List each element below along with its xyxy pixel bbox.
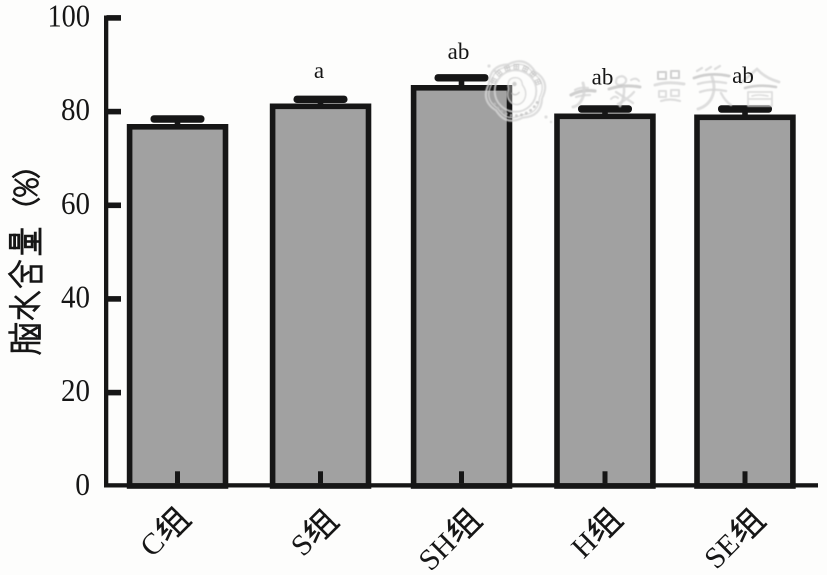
svg-text:20: 20 [61,372,90,408]
svg-text:ab: ab [448,39,470,64]
svg-text:ab: ab [732,63,754,88]
svg-text:40: 40 [61,278,90,314]
svg-text:0: 0 [75,466,90,502]
svg-text:80: 80 [61,91,90,127]
svg-text:a: a [314,58,324,83]
svg-text:60: 60 [61,185,90,221]
svg-text:100: 100 [48,0,91,33]
svg-text:ab: ab [592,65,614,90]
